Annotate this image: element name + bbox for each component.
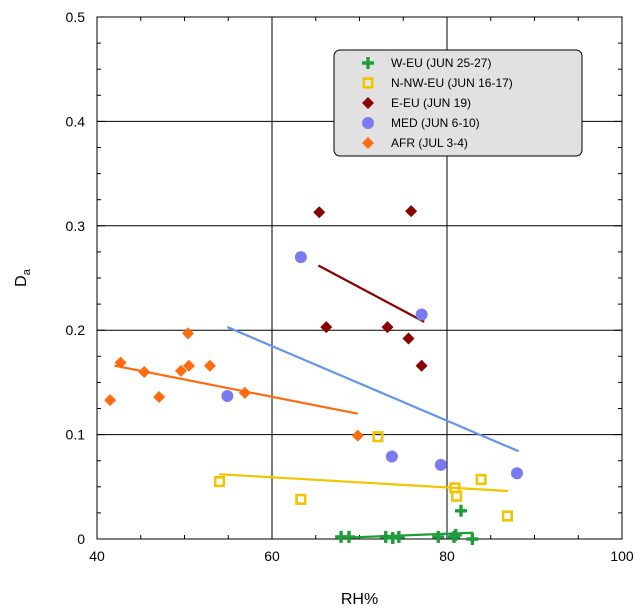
data-point-series-1	[466, 533, 479, 545]
data-point-series-4	[434, 458, 447, 471]
data-point-series-4	[385, 450, 398, 463]
legend-marker	[362, 57, 374, 69]
data-point-series-5	[153, 391, 166, 404]
x-axis-title: RH%	[341, 591, 378, 608]
trend-lines	[114, 264, 520, 540]
data-point-series-3	[405, 205, 418, 218]
data-point-series-1	[432, 530, 445, 543]
legend-label: W-EU (JUN 25-27)	[391, 56, 491, 70]
legend-label: AFR (JUL 3-4)	[391, 136, 468, 150]
data-point-series-2	[451, 490, 463, 502]
data-point-series-5	[238, 386, 251, 399]
data-point-series-3	[320, 321, 333, 334]
data-point-series-1	[449, 528, 462, 541]
y-tick-label: 0.2	[66, 322, 86, 338]
legend-box	[333, 49, 583, 157]
data-point-series-3	[313, 206, 326, 219]
y-axis-title-main: D	[13, 275, 30, 287]
legend-label: E-EU (JUN 19)	[391, 96, 471, 110]
legend-marker	[362, 77, 374, 89]
data-point-series-5	[138, 365, 151, 378]
legend-marker	[362, 137, 374, 149]
data-point-series-4	[511, 467, 523, 480]
y-axis-title: Da	[13, 268, 33, 287]
x-tick-label: 80	[439, 548, 455, 564]
trend-line-5	[114, 364, 358, 415]
trend-line-3	[317, 264, 425, 323]
data-point-series-1	[455, 504, 467, 517]
y-tick-label: 0	[77, 531, 85, 547]
data-point-series-1	[392, 530, 405, 543]
legend-marker	[362, 97, 374, 109]
data-point-series-4	[294, 251, 307, 264]
legend-label: N-NW-EU (JUN 16-17)	[391, 76, 513, 90]
data-point-series-4	[221, 389, 234, 402]
data-point-series-5	[351, 429, 364, 442]
trend-line-4	[226, 326, 520, 453]
data-point-series-3	[415, 359, 428, 372]
x-tick-label: 60	[264, 548, 280, 564]
data-point-series-1	[343, 530, 355, 543]
data-point-series-5	[175, 364, 187, 377]
data-point-series-5	[182, 359, 195, 372]
data-point-series-3	[402, 332, 415, 345]
axis-ticks: 40 60 80 100 0 0.1 0.2 0.3 0.4 0.5	[66, 9, 634, 564]
data-point-series-2	[295, 493, 307, 505]
x-tick-label: 100	[610, 548, 634, 564]
data-point-series-5	[104, 394, 117, 407]
data-point-series-5	[203, 359, 216, 372]
y-tick-label: 0.3	[66, 218, 86, 234]
data-points	[104, 205, 523, 545]
data-point-series-2	[475, 473, 487, 486]
y-tick-label: 0.1	[66, 427, 86, 443]
y-tick-label: 0.5	[66, 9, 86, 25]
legend: W-EU (JUN 25-27) N-NW-EU (JUN 16-17) E-EU …	[333, 49, 583, 157]
data-point-series-2	[501, 510, 513, 522]
y-axis-title-subscript: a	[21, 268, 33, 275]
y-tick-label: 0.4	[66, 113, 86, 129]
data-point-series-2	[372, 431, 384, 443]
legend-label: MED (JUN 6-10)	[391, 116, 480, 130]
data-point-series-1	[448, 530, 460, 543]
data-point-series-4	[415, 308, 428, 321]
trend-line-2	[219, 473, 509, 493]
x-tick-label: 40	[89, 548, 105, 564]
data-point-series-2	[213, 475, 226, 488]
data-point-series-5	[182, 327, 194, 340]
legend-marker	[362, 117, 374, 129]
data-point-series-3	[381, 321, 394, 334]
data-point-series-5	[114, 356, 127, 369]
